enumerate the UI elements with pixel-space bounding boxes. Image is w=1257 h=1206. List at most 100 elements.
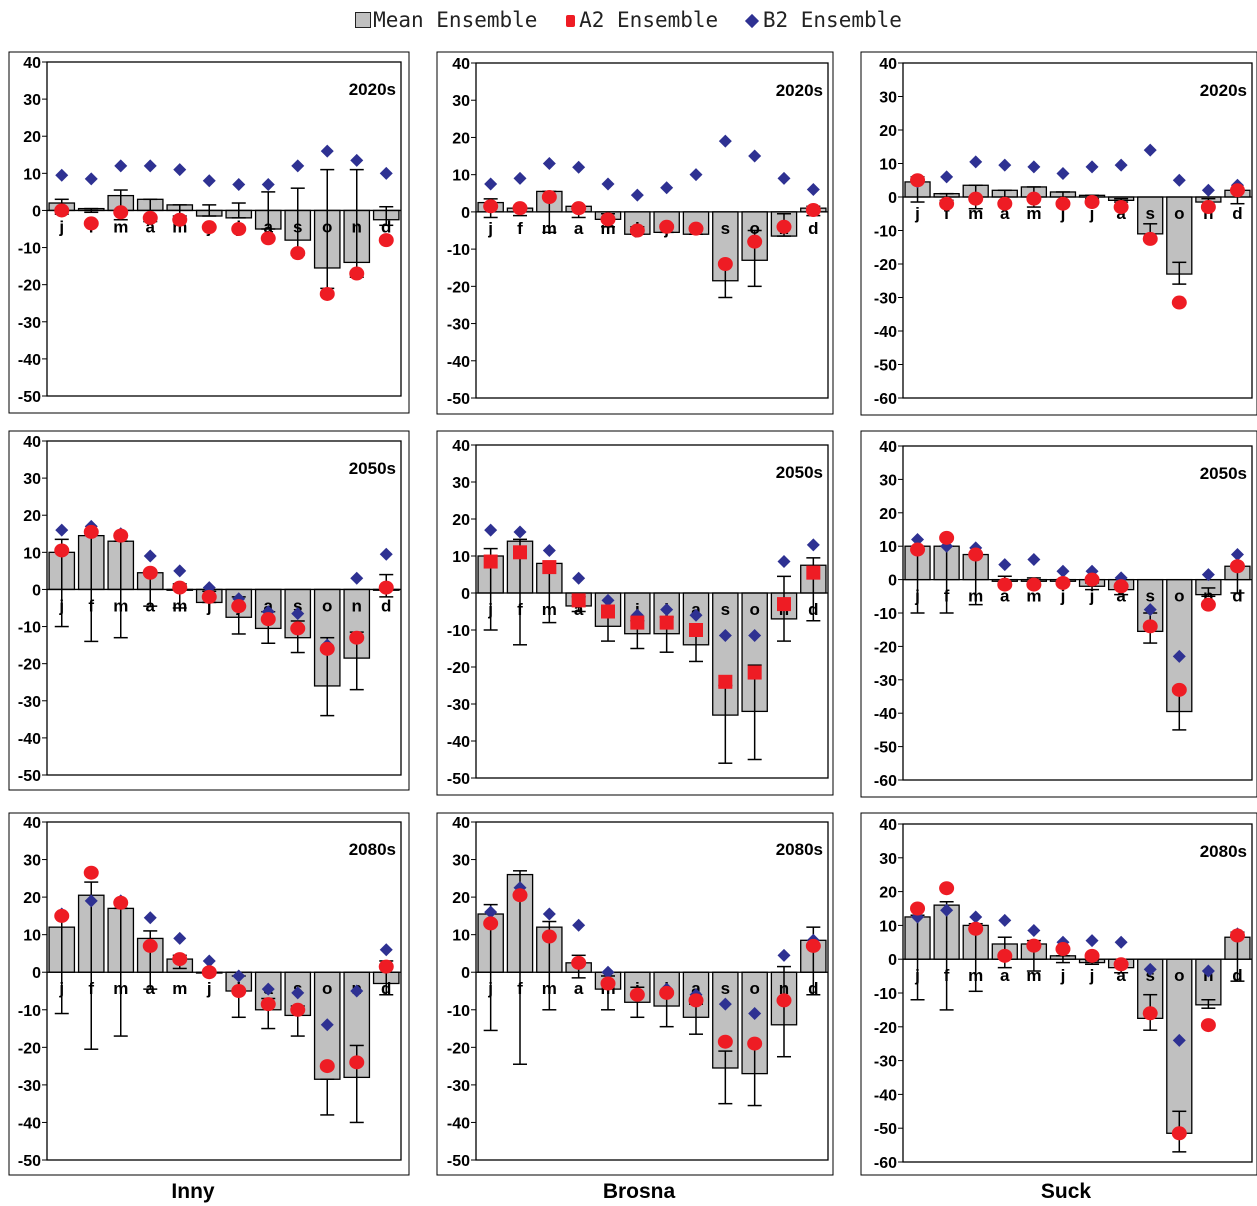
month-label: j [1060,587,1066,606]
a2-ensemble-point [54,543,70,558]
a2-ensemble-point [260,997,276,1012]
a2-ensemble-point [571,593,586,608]
plot-area [475,444,829,779]
b2-ensemble-point [1056,167,1070,181]
legend-b2-label: B2 Ensemble [762,8,902,32]
a2-ensemble-point [659,615,674,630]
period-label: 2020s [349,80,396,99]
month-label: f [517,219,523,238]
a2-ensemble-point [319,286,335,301]
y-tick-label: 20 [452,130,470,147]
y-tick-label: 20 [452,512,470,529]
a2-ensemble-point [689,623,703,637]
y-tick-label: 0 [888,190,897,207]
month-label: f [944,587,950,606]
month-label: m [113,217,128,236]
a2-ensemble-point [349,1055,365,1070]
y-tick-label: -20 [447,279,470,296]
b2-ensemble-point [689,168,703,182]
month-label: s [1145,587,1154,606]
river-label-suck: Suck [1040,1180,1092,1203]
y-tick-label: 10 [23,166,41,183]
b2-ensemble-point [969,910,983,924]
b2-ensemble-point [1085,160,1099,174]
a2-ensemble-point [1113,579,1129,594]
y-tick-label: -10 [874,224,897,241]
month-label: f [88,596,94,615]
b2-ensemble-point [1143,143,1157,157]
y-tick-label: 30 [879,90,897,107]
y-tick-label: -50 [447,771,470,788]
y-tick-label: 30 [879,851,897,868]
month-label: s [721,979,730,998]
chart-legend: Mean Ensemble A2 Ensemble B2 Ensemble [0,8,1257,32]
month-label: m [113,979,128,998]
y-tick-label: -10 [18,620,41,637]
chart-panel-brosna-2080s: 403020100-10-20-30-40-50jfmamjjasond2080… [436,812,834,1176]
y-tick-label: -40 [874,706,897,723]
y-tick-label: 0 [888,573,897,590]
b2-ensemble-point [718,629,732,643]
a2-ensemble-point [600,976,616,991]
a2-ensemble-point [172,580,188,595]
month-label: s [293,596,302,615]
b2-ensemble-point [998,158,1012,172]
y-tick-label: 10 [23,545,41,562]
month-label: o [749,979,759,998]
b2-ensemble-point [261,982,275,996]
month-label: j [1060,966,1066,985]
a2-ensemble-point [512,888,528,903]
month-label: j [58,596,64,615]
y-tick-label: -10 [447,1003,470,1020]
plot-area [46,821,402,1161]
a2-ensemble-point [1171,1126,1187,1141]
a2-ensemble-point [142,565,158,580]
y-tick-label: -20 [18,657,41,674]
b2-ensemble-point [542,157,556,170]
b2-ensemble-point [320,1018,334,1032]
a2-ensemble-point [968,191,984,206]
a2-ensemble-point [83,216,99,231]
b2-ensemble-point [350,984,364,998]
b2-ensemble-point [1027,923,1041,937]
legend-mean-ensemble: Mean Ensemble [355,8,537,32]
y-tick-label: 0 [32,965,41,982]
y-tick-label: -10 [18,1003,41,1020]
y-tick-label: -20 [447,660,470,677]
a2-ensemble-point [290,1002,306,1017]
a2-ensemble-point [1229,928,1245,943]
y-tick-label: 10 [879,539,897,556]
y-tick-label: 10 [452,928,470,945]
a2-ensemble-point [601,604,615,619]
month-label: m [172,596,187,615]
y-tick-label: -50 [447,391,470,408]
a2-ensemble-point [1229,559,1245,574]
month-label: m [172,979,187,998]
a2-ensemble-point [688,993,704,1008]
a2-ensemble-point [231,984,247,998]
a2-ensemble-point [1171,682,1187,697]
y-tick-label: -30 [447,317,470,334]
month-label: m [1026,204,1041,223]
b2-ensemble-point [777,171,791,185]
a2-ensemble-point [571,955,587,970]
y-tick-label: 10 [879,918,897,935]
y-tick-label: -40 [874,1087,897,1104]
a2-ensemble-point [659,219,675,234]
y-tick-label: -50 [874,740,897,757]
a2-ensemble-point [290,246,306,261]
y-tick-label: -10 [874,986,897,1003]
a2-ensemble-point [688,221,704,236]
b2-ensemble-point [350,571,364,585]
a2-ensemble-point [1084,948,1100,963]
a2-ensemble-point [1113,957,1129,972]
chart-panel-brosna-2020s: 403020100-10-20-30-40-50jfmamjjasond2020… [436,51,834,415]
y-tick-label: -10 [874,606,897,623]
legend-mean-label: Mean Ensemble [373,8,538,32]
b2-ensemble-point [513,525,527,539]
a2-ensemble-point [939,530,955,545]
b2-ensemble-point [173,163,187,177]
chart-panel-inny-2050s: 403020100-10-20-30-40-50jfmamjjasond2050… [8,430,410,791]
a2-ensemble-point [483,916,499,931]
a2-ensemble-point [349,266,365,281]
